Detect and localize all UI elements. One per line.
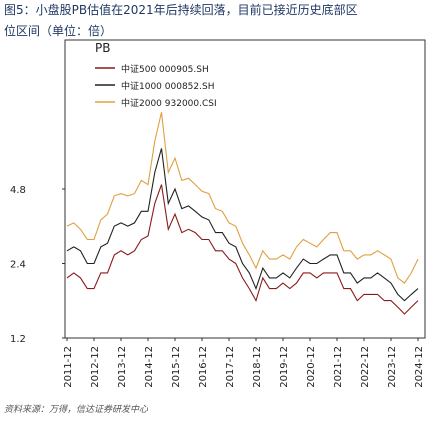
x-tick-label: 2021-12	[333, 346, 344, 388]
series-line	[66, 112, 419, 284]
x-tick-label: 2014-12	[144, 346, 155, 388]
source-note: 资料来源：万得，信达证券研发中心	[4, 404, 149, 415]
x-tick-label: 2015-12	[171, 346, 182, 388]
x-tick-label: 2013-12	[117, 346, 128, 388]
series-line	[66, 148, 419, 302]
chart-title: 图5：小盘股PB估值在2021年后持续回落，目前已接近历史底部区	[4, 2, 358, 17]
series-line	[66, 184, 419, 315]
y-tick-label: 2.4	[10, 260, 26, 271]
x-tick-label: 2011-12	[63, 346, 74, 388]
x-tick-label: 2017-12	[225, 346, 236, 388]
y-tick-label: 1.2	[10, 334, 26, 345]
legend-label: 中证2000 932000.CSI	[121, 97, 217, 109]
x-tick-label: 2022-12	[360, 346, 371, 388]
x-tick-label: 2018-12	[252, 346, 263, 388]
x-tick-label: 2019-12	[279, 346, 290, 388]
chart-title: 位区间（单位：倍）	[4, 23, 112, 38]
x-tick-label: 2023-12	[387, 346, 398, 388]
x-tick-label: 2012-12	[90, 346, 101, 388]
legend-title: PB	[95, 41, 110, 55]
y-tick-label: 4.8	[10, 185, 26, 196]
legend-label: 中证1000 000852.SH	[121, 80, 214, 92]
x-tick-label: 2020-12	[306, 346, 317, 388]
legend-label: 中证500 000905.SH	[121, 63, 209, 75]
x-tick-label: 2024-12	[414, 346, 425, 388]
plot-frame	[64, 39, 426, 339]
x-tick-label: 2016-12	[198, 346, 209, 388]
